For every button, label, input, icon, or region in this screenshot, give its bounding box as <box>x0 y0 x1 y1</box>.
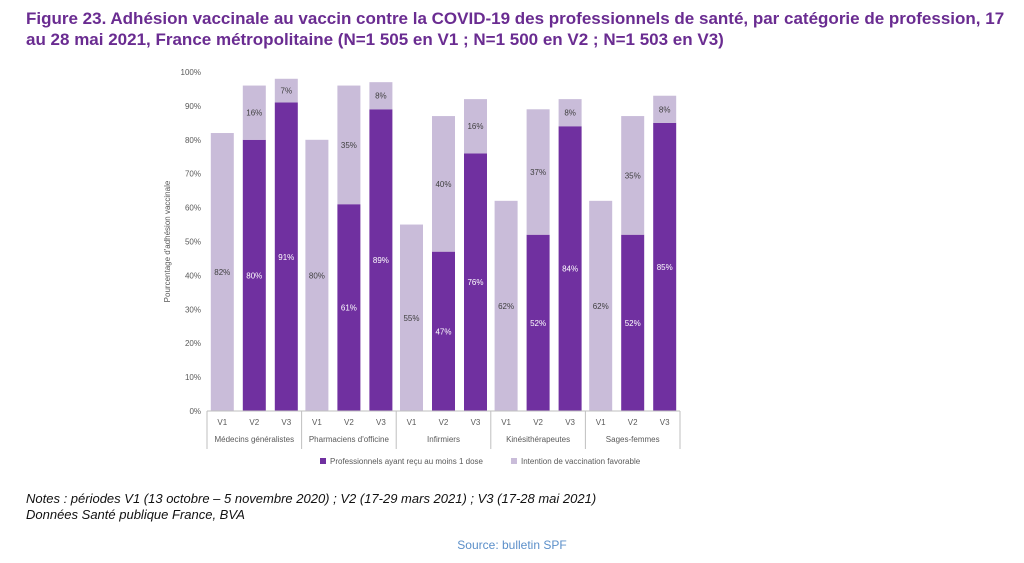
stacked-bar-chart: Pourcentage d'adhésion vaccinale 0% 10% 20… <box>163 68 681 466</box>
bar-intention <box>526 109 550 235</box>
bar-label-intention: 62% <box>593 302 609 311</box>
x-tick-label-period: V1 <box>407 418 417 427</box>
bar-label-dose: 52% <box>530 319 546 328</box>
bar-label-intention: 82% <box>214 268 230 277</box>
bar-label-intention: 35% <box>625 171 641 180</box>
x-tick-label-period: V3 <box>565 418 575 427</box>
bar-intention <box>653 95 677 123</box>
bar-label-dose: 85% <box>657 263 673 272</box>
x-tick-label-period: V2 <box>628 418 638 427</box>
bar-dose <box>653 122 677 411</box>
legend-swatch-intention <box>510 458 517 464</box>
x-tick-label-period: V2 <box>344 418 354 427</box>
x-tick-label-period: V3 <box>376 418 386 427</box>
y-tick-label: 40% <box>185 271 201 280</box>
bar-label-dose: 84% <box>562 265 578 274</box>
y-tick-label: 30% <box>185 305 201 314</box>
bar-intention <box>274 78 298 103</box>
bar-label-intention: 16% <box>467 122 483 131</box>
bar-dose <box>432 251 455 411</box>
bar-label-dose: 61% <box>341 304 357 313</box>
x-tick-label-period: V2 <box>249 418 259 427</box>
bar-intention <box>621 116 645 235</box>
bar-label-dose: 89% <box>373 256 389 265</box>
x-tick-label-period: V1 <box>217 418 227 427</box>
bar-dose <box>242 139 266 412</box>
figure-title: Figure 23. Adhésion vaccinale au vaccin … <box>26 9 1005 49</box>
x-tick-label-period: V2 <box>533 418 543 427</box>
bar-intention <box>305 139 329 412</box>
bar-dose <box>274 102 298 411</box>
y-axis: 0% 10% 20% 30% 40% 50% 60% 70% 80% 90% 100% <box>181 68 201 416</box>
x-tick-label-period: V1 <box>312 418 322 427</box>
bar-intention <box>558 99 582 127</box>
bar-label-dose: 52% <box>625 319 641 328</box>
bar-label-intention: 8% <box>659 105 671 114</box>
bar-label-intention: 62% <box>498 302 514 311</box>
bar-intention <box>210 133 234 411</box>
bar-dose <box>558 126 582 412</box>
x-tick-label-period: V3 <box>281 418 291 427</box>
source-caption: Source: bulletin SPF <box>457 538 567 552</box>
bar-dose <box>621 234 645 411</box>
x-tick-label-period: V1 <box>596 418 606 427</box>
x-category-label: Sages-femmes <box>606 435 660 444</box>
bar-label-dose: 80% <box>246 271 262 280</box>
bar-label-intention: 35% <box>341 141 357 150</box>
x-tick-label-period: V1 <box>501 418 511 427</box>
y-tick-label: 20% <box>185 339 201 348</box>
bar-intention <box>464 99 487 154</box>
bar-intention <box>400 224 423 411</box>
bar-label-intention: 80% <box>309 271 325 280</box>
x-tick-label-period: V3 <box>660 418 670 427</box>
bar-intention <box>432 116 455 252</box>
legend-swatch-dose <box>320 458 326 464</box>
y-tick-label: 90% <box>185 102 201 111</box>
y-tick-label: 10% <box>185 373 201 382</box>
legend: Professionnels ayant reçu au moins 1 dos… <box>320 457 641 466</box>
bar-label-intention: 37% <box>530 168 546 177</box>
bar-label-intention: 8% <box>564 109 576 118</box>
bar-label-intention: 40% <box>435 180 451 189</box>
notes-periods: Notes : périodes V1 (13 octobre – 5 nove… <box>26 491 597 506</box>
bar-intention <box>589 200 613 411</box>
bar-dose <box>526 234 550 411</box>
x-tick-label-period: V3 <box>471 418 481 427</box>
legend-label-intention: Intention de vaccination favorable <box>521 457 641 466</box>
bar-dose <box>369 109 393 411</box>
x-axis: V1 V2 V3 Médecins généralistes V1 V2 V3 Pharmac… <box>206 410 681 449</box>
bar-intention <box>494 200 518 411</box>
bar-dose <box>337 204 361 411</box>
y-tick-label: 80% <box>185 136 201 145</box>
legend-label-dose: Professionnels ayant reçu au moins 1 dos… <box>330 457 484 466</box>
y-tick-label: 0% <box>189 407 201 416</box>
x-tick-label-period: V2 <box>439 418 449 427</box>
bar-intention <box>337 85 361 205</box>
figure-notes: Notes : périodes V1 (13 octobre – 5 nove… <box>26 491 596 523</box>
y-tick-label: 50% <box>185 238 201 247</box>
y-tick-label: 60% <box>185 204 201 213</box>
bar-label-dose: 91% <box>278 253 294 262</box>
y-axis-label: Pourcentage d'adhésion vaccinale <box>163 180 172 302</box>
x-category-label: Pharmaciens d'officine <box>309 435 390 444</box>
notes-data-origin: Données Santé publique France, BVA <box>26 507 245 522</box>
bar-label-dose: 47% <box>435 327 451 336</box>
bar-label-intention: 8% <box>375 92 387 101</box>
bars: 82% 80% 16% 91% 7% 80% 61% 35% 89% 8% 55% 47% 40% 76%… <box>210 78 677 412</box>
x-category-label: Infirmiers <box>427 435 460 444</box>
x-category-label: Kinésithérapeutes <box>506 435 570 444</box>
bar-intention <box>369 82 393 110</box>
y-tick-label: 100% <box>181 68 201 77</box>
bar-label-intention: 16% <box>246 109 262 118</box>
bar-intention <box>242 85 266 140</box>
y-tick-label: 70% <box>185 170 201 179</box>
x-category-label: Médecins généralistes <box>214 435 294 444</box>
bar-dose <box>464 153 487 412</box>
bar-label-intention: 7% <box>281 87 293 96</box>
bar-label-intention: 55% <box>403 314 419 323</box>
bar-label-dose: 76% <box>467 278 483 287</box>
